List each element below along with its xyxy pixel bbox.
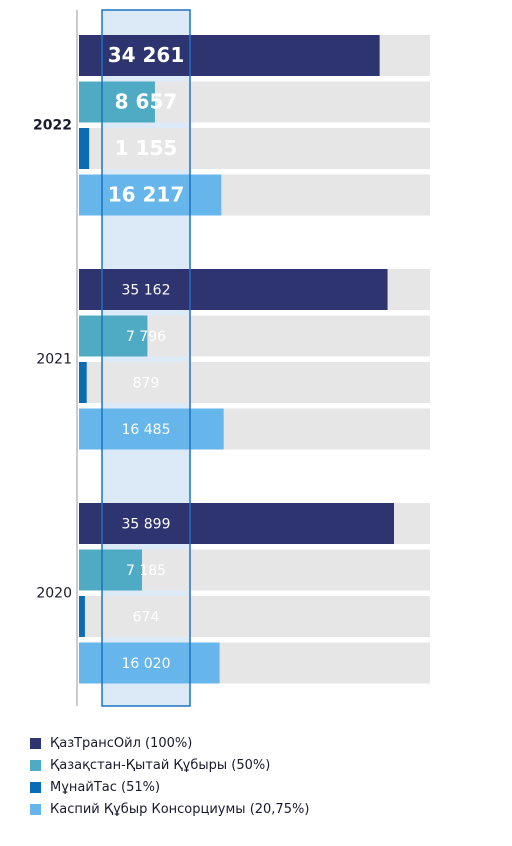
legend-swatch xyxy=(30,759,41,771)
bar xyxy=(79,35,380,76)
legend-item: Қазақстан-Қытай Құбыры (50%) xyxy=(30,754,309,776)
data-label: 16 217 xyxy=(108,183,185,207)
legend: ҚазТрансОйл (100%) Қазақстан-Қытай Құбыры… xyxy=(30,732,309,820)
data-label: 7 185 xyxy=(126,563,166,579)
data-label: 1 155 xyxy=(115,136,178,160)
bar-track xyxy=(79,596,430,637)
bar-chart: 34 261 8 657 1 155 16 217 2022 35 162 7 796 879… xyxy=(33,9,430,707)
bar xyxy=(79,596,85,637)
bar xyxy=(79,503,395,544)
data-label: 34 261 xyxy=(108,43,185,67)
data-label: 16 485 xyxy=(122,422,171,438)
legend-label: ҚазТрансОйл (100%) xyxy=(50,735,193,751)
legend-label: Каспий Құбыр Консорциумы (20,75%) xyxy=(50,801,310,817)
data-label: 35 162 xyxy=(122,283,171,299)
bar xyxy=(79,362,87,403)
legend-item: ҚазТрансОйл (100%) xyxy=(30,732,309,754)
bar-track xyxy=(79,128,430,169)
data-label: 879 xyxy=(133,376,160,392)
legend-label: МұнайТас (51%) xyxy=(50,779,161,795)
legend-label: Қазақстан-Қытай Құбыры (50%) xyxy=(50,757,271,773)
bar xyxy=(79,315,148,357)
legend-item: МұнайТас (51%) xyxy=(30,776,309,798)
legend-swatch xyxy=(30,737,41,749)
category-label: 2021 xyxy=(36,351,72,367)
data-label: 8 657 xyxy=(115,90,178,114)
category-label: 2022 xyxy=(33,117,72,133)
legend-item: Каспий Құбыр Консорциумы (20,75%) xyxy=(30,798,309,820)
data-label: 674 xyxy=(133,610,160,626)
data-label: 35 899 xyxy=(122,517,171,533)
legend-swatch xyxy=(30,781,41,793)
data-label: 16 020 xyxy=(122,656,171,672)
bar xyxy=(79,128,90,169)
bar xyxy=(79,81,155,123)
legend-swatch xyxy=(30,803,41,815)
data-label: 7 796 xyxy=(126,329,166,345)
bar xyxy=(79,549,143,591)
bar xyxy=(79,269,388,310)
highlight-band-outline xyxy=(101,9,191,707)
bar-track xyxy=(79,362,430,403)
category-label: 2020 xyxy=(36,585,72,601)
bar xyxy=(79,408,224,450)
